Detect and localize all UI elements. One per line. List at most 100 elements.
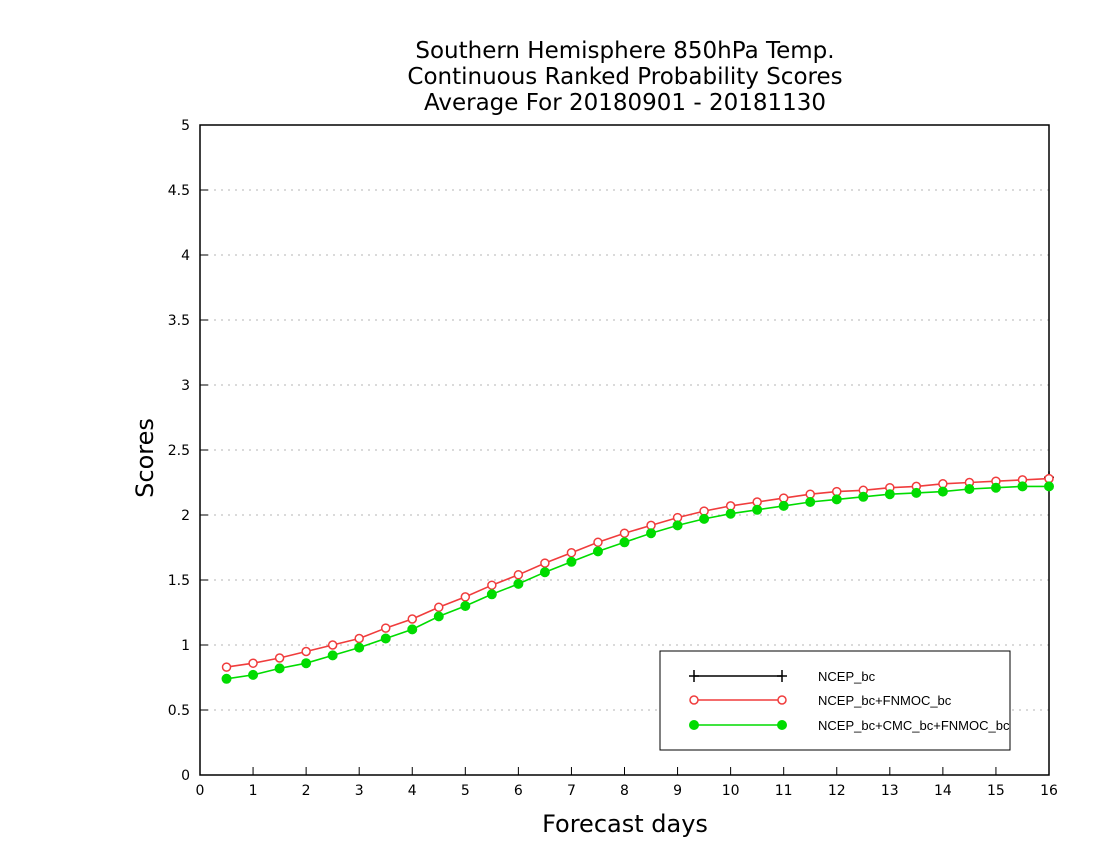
- y-axis-title: Scores: [131, 418, 159, 498]
- series-1-point-13: [566, 547, 577, 558]
- x-tick-label-13: 13: [881, 783, 899, 799]
- x-tick-label-10: 10: [722, 783, 740, 799]
- series-1-point-0: [221, 662, 232, 672]
- legend: NCEP_bc NCEP_bc+FNMOC_bc NCEP_bc+CMC_bc+FN…: [659, 650, 1011, 751]
- series-1-point-8: [434, 602, 444, 613]
- series-1-point-10: [487, 580, 497, 590]
- series-2-point-10: [486, 589, 497, 600]
- series-2-point-30: [1017, 481, 1028, 492]
- title-line-2: Continuous Ranked Probability Scores: [407, 64, 842, 90]
- series-1-point-15: [619, 528, 630, 538]
- y-axis-tick-labels: 0 0.5 1 1.5 2 2.5 3 3.5 4 4.5 5: [168, 118, 190, 784]
- x-tick-label-6: 6: [514, 783, 523, 799]
- legend-marker-right-1: [777, 695, 787, 705]
- legend-label-2: NCEP_bc+CMC_bc+FNMOC_bc: [818, 718, 1010, 733]
- series-2-point-8: [433, 611, 444, 622]
- legend-label-1: NCEP_bc+FNMOC_bc: [818, 693, 952, 708]
- series-2-point-24: [858, 491, 869, 502]
- series-2-point-12: [539, 567, 550, 578]
- series-2-point-4: [327, 650, 338, 661]
- x-tick-label-4: 4: [408, 783, 417, 799]
- series-2-point-18: [699, 513, 710, 524]
- series-2-point-11: [513, 578, 524, 589]
- series-1-point-2: [274, 653, 285, 663]
- x-tick-label-15: 15: [987, 783, 1005, 799]
- series-1-line: [226, 477, 1050, 668]
- series-2-point-21: [778, 500, 789, 511]
- legend-entry-0: NCEP_bc: [689, 669, 876, 684]
- series-2-point-29: [990, 482, 1001, 493]
- series-2-line: [226, 485, 1049, 680]
- legend-label-0: NCEP_bc: [818, 669, 876, 684]
- series-2-point-27: [937, 486, 948, 497]
- y-tick-label-5: 2.5: [168, 443, 190, 459]
- series-2: [221, 481, 1054, 684]
- series-1-point-6: [380, 623, 391, 633]
- series-1-point-11: [513, 570, 524, 580]
- series-2-point-23: [831, 494, 842, 505]
- x-axis-title: Forecast days: [542, 810, 708, 838]
- x-tick-label-2: 2: [302, 783, 311, 799]
- series-2-point-28: [964, 484, 975, 494]
- series-1-point-7: [407, 614, 417, 624]
- legend-entry-2: NCEP_bc+CMC_bc+FNMOC_bc: [689, 718, 1010, 733]
- series-2-point-6: [380, 633, 391, 644]
- series-1-point-5: [354, 633, 364, 644]
- series-2-point-9: [460, 601, 471, 611]
- series-lines: [221, 471, 1054, 684]
- x-tick-label-9: 9: [673, 783, 682, 799]
- chart-title: Southern Hemisphere 850hPa Temp. Continu…: [407, 38, 842, 116]
- x-tick-label-11: 11: [775, 783, 793, 799]
- series-2-point-17: [672, 520, 683, 531]
- x-tick-label-8: 8: [620, 783, 629, 799]
- y-tick-label-6: 3: [181, 378, 190, 394]
- series-2-point-16: [646, 528, 657, 539]
- series-2-point-2: [274, 663, 285, 674]
- series-1-point-1: [248, 658, 258, 668]
- series-2-point-5: [354, 642, 365, 653]
- legend-marker-right-0: [777, 670, 787, 682]
- legend-marker-right-2: [777, 720, 787, 730]
- x-tick-label-3: 3: [355, 783, 364, 799]
- series-2-point-25: [884, 489, 895, 500]
- x-tick-label-14: 14: [934, 783, 952, 799]
- series-1-point-3: [301, 646, 311, 657]
- x-tick-label-7: 7: [567, 783, 576, 799]
- x-tick-label-5: 5: [461, 783, 470, 799]
- x-tick-label-1: 1: [249, 783, 258, 799]
- series-2-point-19: [725, 508, 736, 519]
- series-1-point-19: [725, 501, 736, 511]
- series-1-point-17: [672, 512, 683, 523]
- series-1-point-9: [460, 592, 471, 602]
- series-2-point-13: [566, 556, 577, 567]
- y-tick-label-8: 4: [181, 248, 190, 264]
- title-line-1: Southern Hemisphere 850hPa Temp.: [415, 38, 834, 64]
- legend-marker-left-0: [689, 670, 699, 682]
- x-axis-tick-labels: 0 1 2 3 4 5 6 7 8 9 10 11 12 13 14 15 16: [196, 783, 1058, 799]
- y-tick-label-10: 5: [181, 118, 190, 134]
- y-tick-label-0: 0: [181, 768, 190, 784]
- y-tick-label-7: 3.5: [168, 313, 190, 329]
- series-2-point-7: [407, 624, 418, 635]
- legend-marker-left-1: [689, 695, 699, 705]
- x-tick-label-0: 0: [196, 783, 205, 799]
- x-tick-label-12: 12: [828, 783, 846, 799]
- series-2-point-26: [911, 487, 922, 498]
- series-2-point-15: [619, 537, 630, 548]
- x-tick-label-16: 16: [1040, 783, 1058, 799]
- series-1-point-12: [540, 558, 550, 568]
- title-line-3: Average For 20180901 - 20181130: [424, 90, 826, 116]
- series-1-point-4: [327, 640, 338, 650]
- series-2-point-1: [248, 669, 259, 680]
- series-1-point-27: [938, 479, 948, 489]
- y-tick-label-3: 1.5: [168, 573, 190, 589]
- series-2-point-20: [752, 504, 763, 515]
- series-1-point-14: [593, 537, 603, 548]
- gridlines: [200, 189, 1049, 711]
- series-2-point-0: [221, 673, 232, 684]
- series-1-point-18: [699, 506, 709, 516]
- series-2-point-22: [805, 497, 816, 507]
- legend-marker-left-2: [689, 720, 699, 730]
- series-2-point-14: [592, 546, 603, 557]
